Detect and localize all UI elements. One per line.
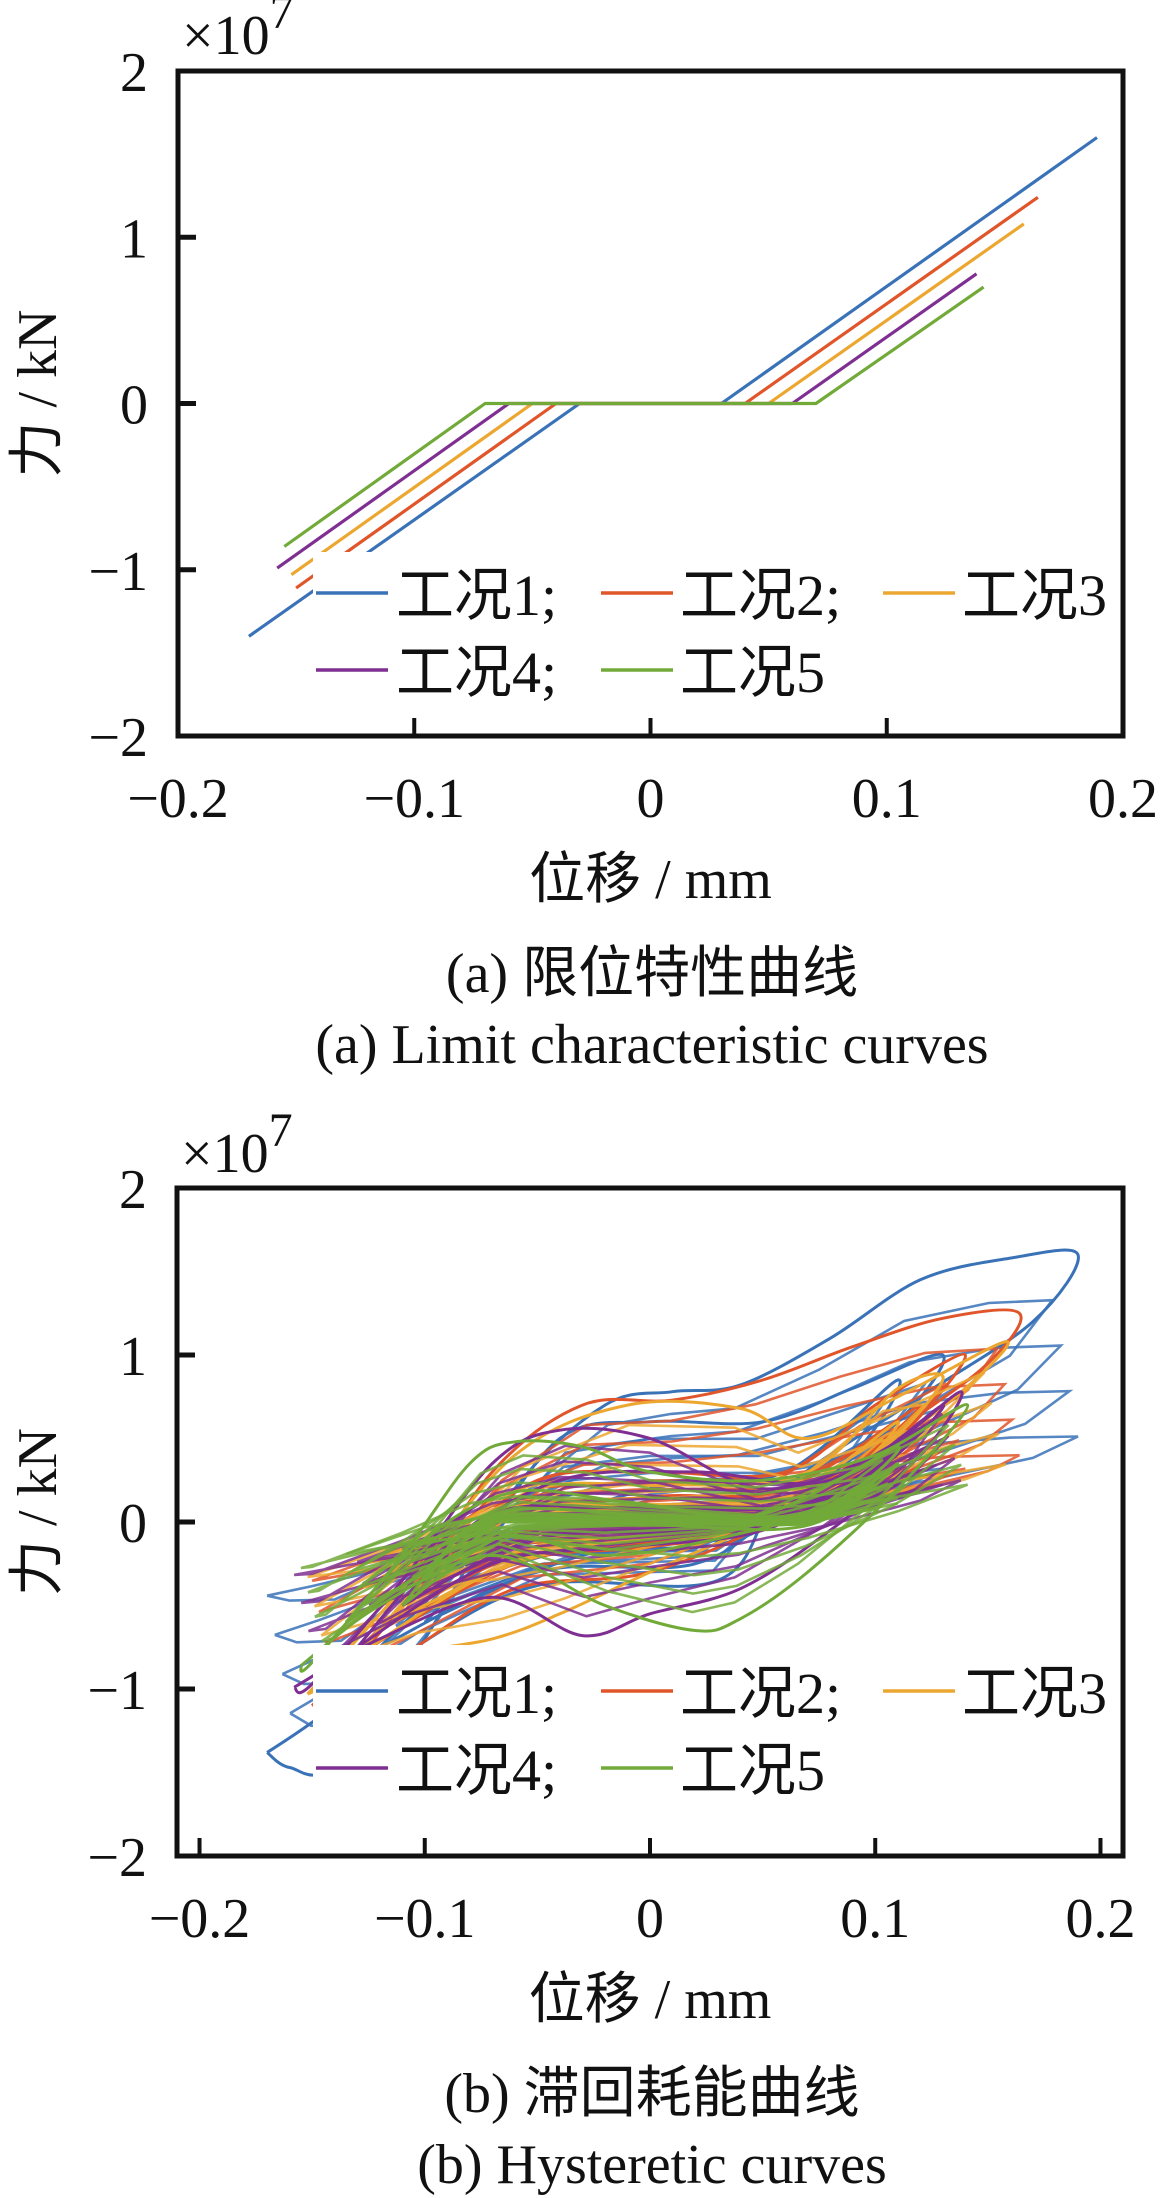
legend-label: 工况4; bbox=[396, 640, 557, 705]
legend-item-2: 工况2; bbox=[601, 563, 841, 628]
chart-a: 工况1; 工况2; 工况3 工况4; 工况5 −2 −1 0 1 2 −0.2 −0.1 0 0.1 0.2… bbox=[7, 0, 1158, 1076]
exponent-base: ×10 bbox=[182, 5, 270, 67]
series-line bbox=[283, 285, 985, 548]
caption-cn: (a) 限位特性曲线 bbox=[446, 943, 858, 1005]
x-axis-label: 位移 / mm bbox=[529, 849, 772, 911]
hysteresis-loop bbox=[306, 1340, 1010, 1696]
x-tick-label: 0.2 bbox=[1088, 768, 1158, 830]
hysteresis-inner-loop bbox=[424, 1507, 876, 1542]
hysteresis-inner-loop bbox=[321, 1423, 950, 1643]
series-4 bbox=[276, 272, 978, 570]
hysteresis-inner-loop bbox=[314, 1443, 956, 1619]
hysteresis-inner-loop bbox=[351, 1483, 894, 1573]
plot-area bbox=[247, 136, 1098, 638]
x-tick-label: −0.2 bbox=[127, 768, 229, 830]
hysteresis-inner-loop bbox=[307, 1463, 962, 1594]
y-tick-label: 2 bbox=[120, 42, 148, 104]
y-axis-label: 力 / kN bbox=[7, 310, 69, 478]
chart-b: 工况1; 工况2; 工况3 工况4; 工况5 −2 −1 0 1 2 −0.2 −0.1 0 0.1 0.2… bbox=[7, 1104, 1135, 2196]
caption-en: (a) Limit characteristic curves bbox=[315, 1014, 988, 1076]
caption-cn: (b) 滞回耗能曲线 bbox=[444, 2063, 859, 2125]
legend-label: 工况2; bbox=[680, 1661, 841, 1726]
x-tick-label: 0.2 bbox=[1065, 1888, 1135, 1950]
y-tick-label: 0 bbox=[120, 375, 148, 437]
exponent-power: 7 bbox=[269, 1104, 293, 1157]
legend-label: 工况3 bbox=[962, 563, 1107, 628]
x-tick-label: 0 bbox=[636, 1888, 664, 1950]
series-line bbox=[290, 222, 1025, 577]
legend-item-2: 工况2; bbox=[601, 1661, 841, 1726]
x-tick-label: 0.1 bbox=[852, 768, 922, 830]
legend-item-5: 工况5 bbox=[601, 1738, 825, 1803]
exponent-power: 7 bbox=[270, 0, 294, 39]
legend: 工况1; 工况2; 工况3 工况4; 工况5 bbox=[313, 1645, 1118, 1810]
exponent-base: ×10 bbox=[181, 1123, 269, 1185]
legend: 工况1; 工况2; 工况3 工况4; 工况5 bbox=[313, 552, 1118, 706]
legend-item-4: 工况4; bbox=[316, 640, 557, 705]
legend-item-5: 工况5 bbox=[601, 640, 825, 705]
y-tick-label: −1 bbox=[87, 1660, 147, 1722]
legend-label: 工况4; bbox=[396, 1738, 557, 1803]
y-tick-label: 0 bbox=[119, 1493, 147, 1555]
y-tick-label: −1 bbox=[88, 541, 148, 603]
hysteresis-loop bbox=[423, 1478, 877, 1582]
legend-label: 工况3 bbox=[962, 1661, 1107, 1726]
legend-background bbox=[313, 1645, 1118, 1810]
y-tick-label: 2 bbox=[119, 1159, 147, 1221]
legend-item-1: 工况1; bbox=[316, 1661, 557, 1726]
series-2 bbox=[295, 195, 1039, 590]
series-line bbox=[276, 272, 978, 570]
x-tick-label: 0 bbox=[637, 768, 665, 830]
legend-label: 工况5 bbox=[680, 640, 825, 705]
caption-en: (b) Hysteretic curves bbox=[417, 2134, 887, 2196]
series-line bbox=[295, 195, 1039, 590]
y-axis-label: 力 / kN bbox=[7, 1428, 69, 1596]
x-tick-label: 0.1 bbox=[840, 1888, 910, 1950]
legend-item-1: 工况1; bbox=[316, 563, 557, 628]
x-tick-label: −0.1 bbox=[374, 1888, 476, 1950]
legend-background bbox=[313, 552, 1118, 706]
y-exponent-label: ×107 bbox=[181, 1104, 293, 1185]
legend-item-3: 工况3 bbox=[883, 1661, 1107, 1726]
series-5 bbox=[299, 1403, 970, 1673]
hysteresis-loop bbox=[299, 1403, 970, 1673]
legend-label: 工况1; bbox=[396, 563, 557, 628]
series-3 bbox=[290, 222, 1025, 577]
x-tick-label: −0.2 bbox=[149, 1888, 251, 1950]
legend-item-3: 工况3 bbox=[883, 563, 1107, 628]
legend-label: 工况5 bbox=[680, 1738, 825, 1803]
x-axis-label: 位移 / mm bbox=[529, 1969, 772, 2031]
legend-label: 工况1; bbox=[396, 1661, 557, 1726]
series-5 bbox=[283, 285, 985, 548]
y-exponent-label: ×107 bbox=[182, 0, 294, 67]
legend-item-4: 工况4; bbox=[316, 1738, 557, 1803]
hysteresis-inner-loop bbox=[293, 1479, 962, 1577]
hysteresis-loop bbox=[310, 1308, 1023, 1708]
y-tick-label: 1 bbox=[119, 1326, 147, 1388]
y-tick-label: −2 bbox=[88, 707, 148, 769]
plot-area bbox=[266, 1248, 1080, 1777]
y-tick-label: −2 bbox=[87, 1827, 147, 1889]
x-tick-label: −0.1 bbox=[363, 768, 465, 830]
y-tick-label: 1 bbox=[120, 208, 148, 270]
legend-label: 工况2; bbox=[680, 563, 841, 628]
